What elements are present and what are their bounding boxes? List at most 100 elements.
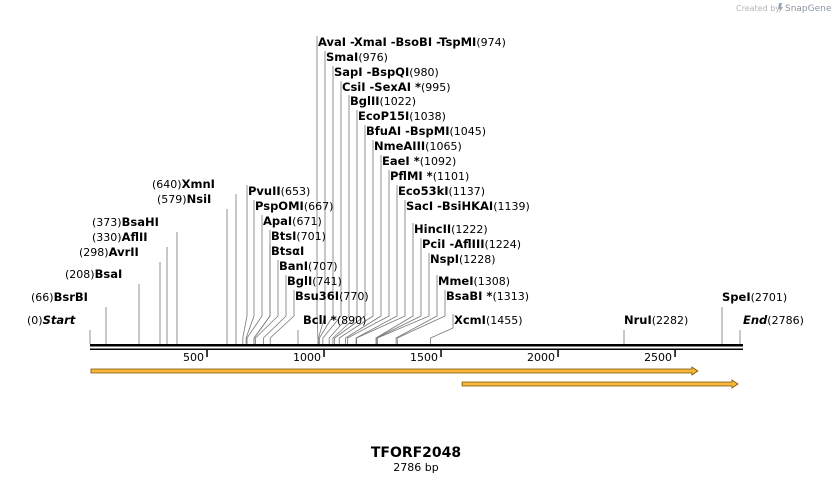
site-text: BclI * [303, 313, 337, 327]
site-leader-line [375, 223, 414, 344]
site-label-g32: NspI(1228) [430, 252, 496, 266]
site-label-g30: HincII(1222) [414, 222, 488, 236]
site-text: PspOMI [255, 199, 304, 213]
site-text: CsiI [342, 80, 366, 94]
feature-arrows [90, 366, 739, 389]
site-label-g05: (330)AflII [92, 230, 148, 244]
site-text: BtsI [271, 229, 296, 243]
site-leader-line [269, 290, 295, 344]
site-text: HincII [414, 222, 451, 236]
site-leader-line [345, 155, 382, 344]
site-label-g37: SpeI(2701) [722, 290, 787, 304]
site-leader-lines [89, 36, 741, 344]
site-label-g22: BglII(1022) [350, 94, 416, 108]
site-text: TspMI [439, 35, 476, 49]
tick-label: 2500 [644, 351, 672, 364]
site-text: (1137) [449, 185, 486, 198]
site-leader-line [322, 81, 342, 344]
site-text: (298) [79, 246, 109, 259]
site-text: AflII [122, 230, 148, 244]
site-label-g36: NruI(2282) [624, 313, 688, 327]
tick-label: 1000 [293, 351, 321, 364]
site-leader-line [328, 95, 350, 344]
site-text: (980) [409, 66, 439, 79]
site-text: AvrII [109, 245, 139, 259]
site-leader-line [242, 185, 248, 344]
site-label-g15: BglI(741) [287, 274, 342, 288]
site-leader-line [376, 238, 422, 344]
site-text: (579) [157, 193, 187, 206]
site-text: BtsαI [271, 244, 304, 258]
site-text: BspMI [410, 124, 450, 138]
dna-backbone-top [90, 344, 743, 347]
site-label-g27: PflMI *(1101) [390, 169, 469, 183]
site-label-g38: End(2786) [743, 313, 804, 327]
site-text: SacI [406, 199, 433, 213]
site-text: EaeI * [382, 154, 420, 168]
site-label-g35: XcmI(1455) [454, 313, 523, 327]
site-text: BsaI [95, 267, 123, 281]
site-text: (208) [65, 268, 95, 281]
site-labels: (0)Start (66)BsrBI (208)BsaI (298)AvrII(330… [27, 35, 804, 327]
site-text: (1038) [409, 110, 446, 123]
site-label-g08: (640)XmnI [152, 177, 215, 191]
site-text: BsoBI [396, 35, 433, 49]
site-leader-line [253, 245, 271, 344]
site-label-g03: (208)BsaI [65, 267, 122, 281]
site-leader-line [355, 185, 398, 344]
site-label-g07: (579)NsiI [157, 192, 211, 206]
site-text: BsiHKAI [442, 199, 493, 213]
site-text: (770) [339, 290, 369, 303]
site-text: BsrBI [54, 290, 88, 304]
site-label-g12: BtsI(701) [271, 229, 326, 243]
site-text: (707) [308, 260, 338, 273]
site-label-g04: (298)AvrII [79, 245, 139, 259]
ruler-ticks: 500 1000 1500 2000 2500 [183, 350, 676, 364]
site-text: XmaI [354, 35, 387, 49]
site-text: EcoP15I [358, 109, 409, 123]
site-text: PciI [422, 237, 445, 251]
site-leader-line [246, 215, 263, 344]
site-text: (741) [312, 275, 342, 288]
site-text: XcmI [454, 313, 486, 327]
site-label-g11: ApaI(671) [263, 214, 322, 228]
site-leader-line [347, 170, 390, 344]
site-leader-line [332, 110, 358, 344]
site-text: BglI [287, 274, 312, 288]
site-text: NmeAIII [374, 139, 425, 153]
site-label-g06: (373)BsaHI [92, 215, 159, 229]
site-leader-line [395, 275, 438, 344]
site-leader-line [245, 200, 255, 344]
site-leader-line [263, 275, 287, 344]
site-text: SapI [334, 65, 363, 79]
site-text: PflMI * [390, 169, 433, 183]
site-text: AflIII [454, 237, 484, 251]
site-leader-line [334, 125, 366, 344]
site-text: Bsu36I [295, 289, 339, 303]
feature-arrow-orf-2 [461, 379, 739, 389]
site-text: (2786) [767, 314, 804, 327]
site-text: BglII [350, 94, 380, 108]
site-text: (1101) [433, 170, 470, 183]
site-text: BspQI [371, 65, 409, 79]
map-title: TFORF2048 [371, 445, 461, 461]
site-text: (66) [31, 291, 54, 304]
site-text: SmaI [326, 50, 358, 64]
feature-arrow-orf-1 [90, 366, 699, 376]
site-leader-line [430, 314, 454, 344]
site-text: (890) [337, 314, 367, 327]
site-label-g23: EcoP15I(1038) [358, 109, 446, 123]
site-label-g14: BanI(707) [279, 259, 338, 273]
site-text: ApaI [263, 214, 292, 228]
site-leader-line [316, 36, 319, 344]
site-leader-line [356, 200, 406, 344]
site-text: BfuAI [366, 124, 401, 138]
site-text: AvaI [318, 35, 346, 49]
site-text: (1228) [459, 253, 496, 266]
site-text: XmnI [182, 177, 215, 191]
site-label-g24: BfuAI -BspMI(1045) [366, 124, 486, 138]
site-text: (974) [476, 36, 506, 49]
site-leader-line [318, 51, 326, 344]
site-text: (671) [292, 215, 322, 228]
